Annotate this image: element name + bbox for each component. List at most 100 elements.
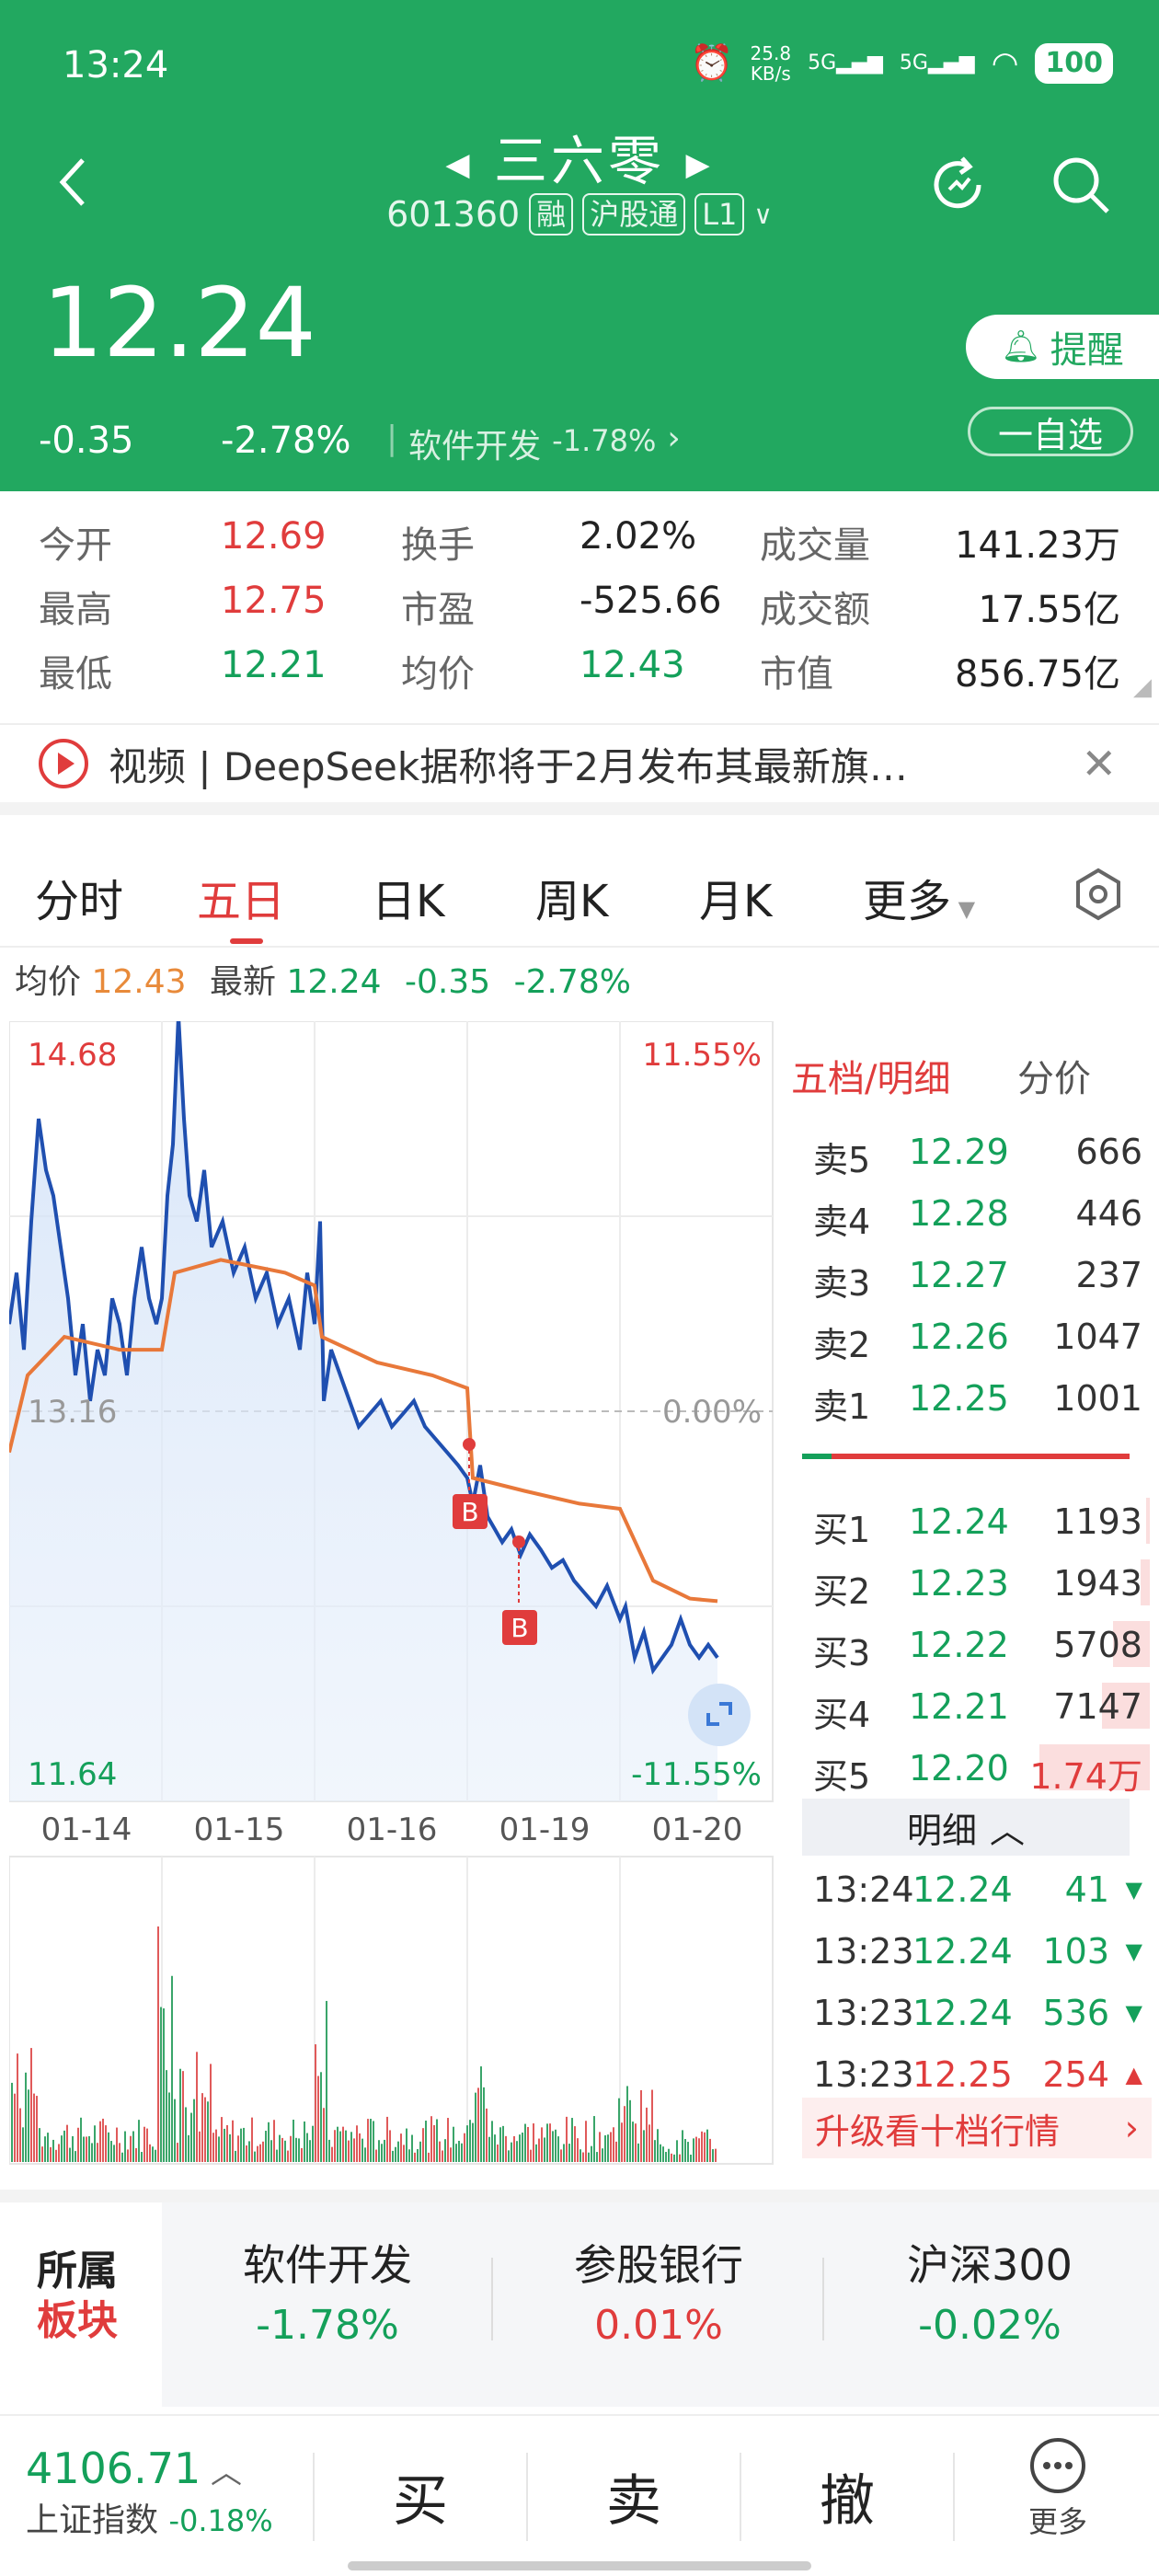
volume-value: 141.23万: [955, 524, 1120, 567]
tab-monthly-k[interactable]: 月K: [699, 876, 773, 927]
chevron-down-icon[interactable]: ∨: [753, 199, 773, 230]
buy-button[interactable]: 买: [393, 2469, 448, 2534]
more-button[interactable]: 更多: [1012, 2436, 1104, 2541]
volume-bar: [298, 2138, 300, 2162]
bid-level-row[interactable]: 买5 12.20 1.74万: [800, 1739, 1150, 1797]
detail-toggle[interactable]: 明细 ︿: [802, 1799, 1130, 1856]
high-value: 12.75: [221, 580, 327, 622]
buy-marker-2[interactable]: B: [502, 1535, 537, 1645]
date-label-2: 01-15: [194, 1811, 285, 1848]
ask-level-row[interactable]: 卖5 12.29 666: [800, 1122, 1150, 1180]
volume-bar: [676, 2140, 678, 2162]
pct-mid-label: 0.00%: [662, 1394, 762, 1431]
volume-bar: [497, 2145, 499, 2162]
buy-marker-1[interactable]: B: [453, 1438, 488, 1529]
bid-level-row[interactable]: 买3 12.22 5708: [800, 1616, 1150, 1673]
volume-bar: [535, 2144, 537, 2162]
volume-bar: [182, 2071, 184, 2162]
block-item-hs300[interactable]: 沪深300 -0.02%: [824, 2232, 1155, 2349]
five-day-chart[interactable]: B B 14.68 13.16 11.64 11.55% 0.00% -11.5…: [9, 1021, 778, 2171]
stock-title[interactable]: ◀ 三六零 ▶: [445, 130, 714, 192]
tab-five-day[interactable]: 五日: [197, 876, 286, 927]
volume-bar: [419, 2141, 421, 2162]
up-triangle-icon: ▲: [1125, 2062, 1142, 2087]
block-item-bank[interactable]: 参股银行 0.01%: [493, 2232, 824, 2349]
search-icon[interactable]: [1049, 153, 1113, 217]
volume-bar: [588, 2152, 590, 2162]
remind-button[interactable]: 🔔︎ 提醒: [966, 315, 1159, 379]
bid-level-volume: 1193: [1053, 1501, 1142, 1542]
volume-bar: [403, 2145, 405, 2162]
volume-bar: [522, 2133, 523, 2162]
ask-level-volume: 1001: [1053, 1378, 1142, 1419]
volume-bar: [648, 2124, 650, 2162]
chevron-up-icon: ︿: [990, 1810, 1026, 1851]
volume-bar: [665, 2152, 667, 2162]
refresh-icon[interactable]: [925, 153, 990, 217]
volume-bar: [533, 2123, 534, 2162]
bid-level-row[interactable]: 买1 12.24 1193: [800, 1492, 1150, 1550]
sell-button[interactable]: 卖: [606, 2469, 661, 2534]
volume-bar: [171, 1975, 173, 2162]
volume-bar: [414, 2152, 416, 2162]
bid-level-row[interactable]: 买4 12.21 7147: [800, 1677, 1150, 1735]
volume-bar: [447, 2118, 449, 2162]
block-item-software[interactable]: 软件开发 -1.78%: [162, 2232, 493, 2349]
volume-bar: [55, 2149, 57, 2162]
volume-bar: [709, 2138, 711, 2162]
volume-bar: [651, 2089, 653, 2162]
volume-bar: [442, 2150, 443, 2162]
volume-bar: [190, 2112, 192, 2162]
next-stock-icon[interactable]: ▶: [685, 145, 714, 183]
block-pct: -1.78%: [256, 2302, 399, 2349]
tab-intraday[interactable]: 分时: [35, 876, 124, 927]
tab-more[interactable]: 更多 ▼: [863, 876, 976, 927]
y-bot-label: 11.64: [28, 1756, 117, 1793]
fullscreen-icon[interactable]: [688, 1684, 751, 1746]
ask-level-row[interactable]: 卖3 12.27 237: [800, 1246, 1150, 1304]
close-icon[interactable]: ✕: [1081, 739, 1117, 788]
tab-price-dist[interactable]: 分价: [1017, 1058, 1091, 1100]
expand-corner-icon[interactable]: ◢: [1133, 673, 1152, 701]
tab-weekly-k[interactable]: 周K: [535, 876, 609, 927]
volume-bar: [157, 1926, 159, 2162]
ask-level-volume: 1047: [1053, 1317, 1142, 1357]
tab-daily-k[interactable]: 日K: [372, 876, 445, 927]
volume-bar: [488, 2136, 490, 2162]
index-pct: -0.18%: [168, 2503, 273, 2538]
ask-level-row[interactable]: 卖2 12.26 1047: [800, 1307, 1150, 1365]
volume-bar: [582, 2152, 584, 2162]
sector-link[interactable]: | 软件开发 -1.78% ›: [386, 420, 681, 467]
volume-bar: [568, 2144, 570, 2162]
volume-bar: [39, 2128, 40, 2162]
back-arrow-icon[interactable]: [55, 155, 92, 210]
volume-bar: [475, 2092, 476, 2162]
prev-stock-icon[interactable]: ◀: [445, 145, 474, 183]
ask-level-label: 卖3: [813, 1263, 871, 1304]
volume-bar: [673, 2154, 675, 2162]
index-ticker[interactable]: 4106.71 ︿ 上证指数 -0.18%: [26, 2444, 273, 2541]
tab-five-level[interactable]: 五档/明细: [791, 1058, 951, 1100]
pe-value: -525.66: [580, 580, 722, 622]
bid-depth-bar: [1141, 1559, 1150, 1605]
bid-level-row[interactable]: 买2 12.23 1943: [800, 1554, 1150, 1612]
volume-bar: [704, 2132, 706, 2162]
add-watchlist-button[interactable]: 一自选: [968, 407, 1133, 456]
settings-hex-icon[interactable]: [1071, 867, 1126, 922]
volume-bar: [110, 2141, 112, 2162]
volume-bar: [508, 2150, 510, 2162]
volume-bar: [519, 2134, 521, 2162]
volume-bar: [326, 2000, 327, 2162]
upgrade-ten-level-button[interactable]: 升级看十档行情 ›: [802, 2098, 1152, 2158]
volume-bar: [698, 2138, 700, 2162]
volume-bar: [265, 2131, 267, 2162]
ask-level-row[interactable]: 卖1 12.25 1001: [800, 1369, 1150, 1427]
cancel-order-button[interactable]: 撤: [820, 2469, 875, 2534]
news-banner[interactable]: 视频 | DeepSeek据称将于2月发布其最新旗… ✕: [0, 723, 1159, 815]
volume-bar: [406, 2128, 407, 2162]
volume-bar: [268, 2122, 270, 2162]
volume-bar: [408, 2149, 410, 2162]
volume-bar: [461, 2143, 463, 2162]
ask-level-label: 卖5: [813, 1140, 871, 1180]
ask-level-row[interactable]: 卖4 12.28 446: [800, 1184, 1150, 1242]
